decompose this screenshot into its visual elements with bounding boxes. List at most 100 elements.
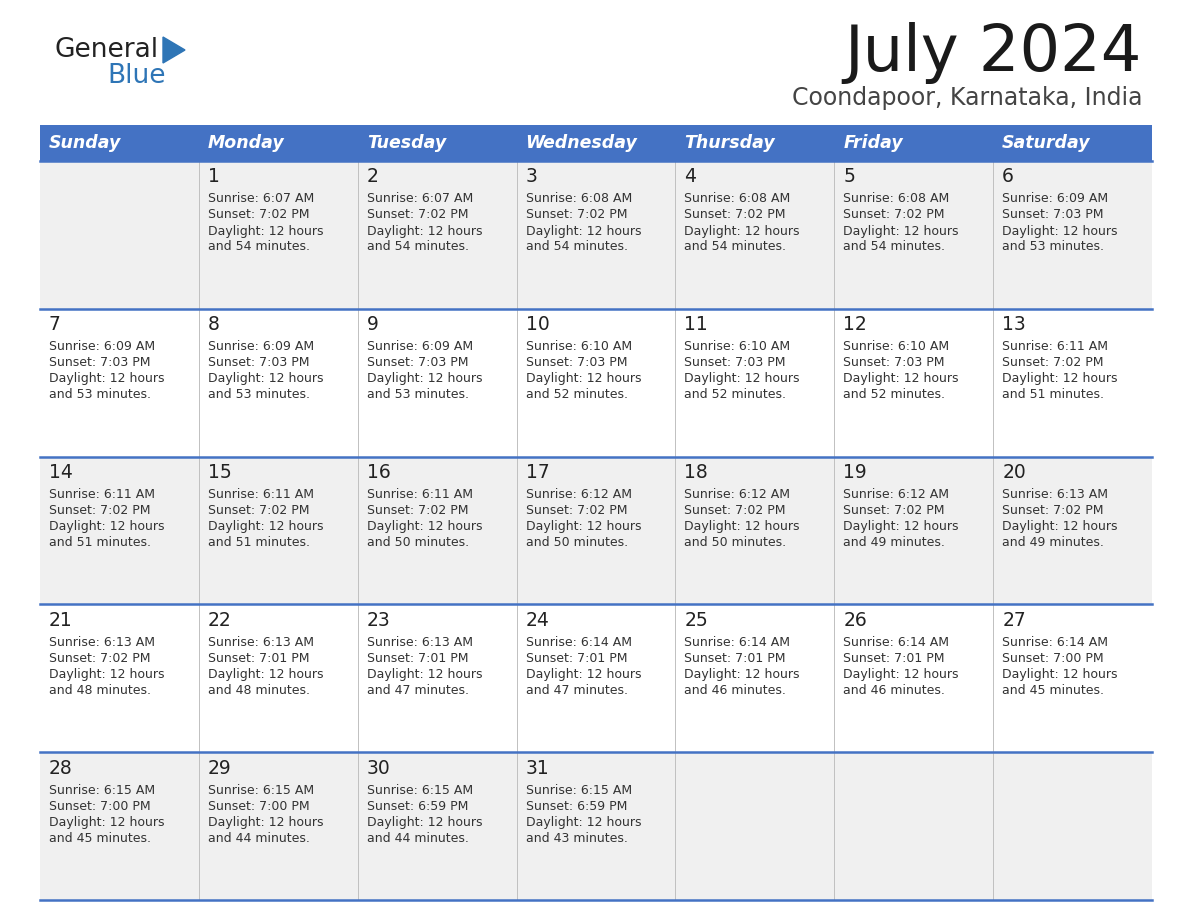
Bar — [40, 161, 1152, 308]
Text: Sunset: 7:00 PM: Sunset: 7:00 PM — [1003, 652, 1104, 665]
Text: and 54 minutes.: and 54 minutes. — [684, 241, 786, 253]
Text: 3: 3 — [525, 167, 537, 186]
Text: Daylight: 12 hours: Daylight: 12 hours — [1003, 668, 1118, 681]
Text: Sunset: 7:03 PM: Sunset: 7:03 PM — [208, 356, 309, 369]
Text: 6: 6 — [1003, 167, 1015, 186]
Text: Sunrise: 6:14 AM: Sunrise: 6:14 AM — [843, 636, 949, 649]
Polygon shape — [163, 37, 185, 63]
Text: Sunset: 7:02 PM: Sunset: 7:02 PM — [208, 504, 309, 517]
Text: Sunset: 7:00 PM: Sunset: 7:00 PM — [208, 800, 310, 812]
Text: Sunrise: 6:08 AM: Sunrise: 6:08 AM — [525, 193, 632, 206]
Text: Sunrise: 6:14 AM: Sunrise: 6:14 AM — [684, 636, 790, 649]
Text: 26: 26 — [843, 610, 867, 630]
Text: Sunset: 7:02 PM: Sunset: 7:02 PM — [525, 504, 627, 517]
Text: and 43 minutes.: and 43 minutes. — [525, 832, 627, 845]
Text: 27: 27 — [1003, 610, 1026, 630]
Bar — [40, 125, 1152, 161]
Text: 31: 31 — [525, 758, 549, 778]
Text: Thursday: Thursday — [684, 134, 776, 152]
Text: Daylight: 12 hours: Daylight: 12 hours — [208, 373, 323, 386]
Text: Daylight: 12 hours: Daylight: 12 hours — [367, 373, 482, 386]
Text: Sunset: 7:02 PM: Sunset: 7:02 PM — [367, 504, 468, 517]
Text: 17: 17 — [525, 463, 549, 482]
Text: 22: 22 — [208, 610, 232, 630]
Text: 2: 2 — [367, 167, 379, 186]
Text: Daylight: 12 hours: Daylight: 12 hours — [208, 668, 323, 681]
Text: and 47 minutes.: and 47 minutes. — [525, 684, 627, 697]
Text: Sunset: 7:01 PM: Sunset: 7:01 PM — [367, 652, 468, 665]
Text: Sunset: 7:03 PM: Sunset: 7:03 PM — [843, 356, 944, 369]
Text: and 52 minutes.: and 52 minutes. — [684, 388, 786, 401]
Text: Sunrise: 6:09 AM: Sunrise: 6:09 AM — [367, 341, 473, 353]
Text: Sunset: 7:02 PM: Sunset: 7:02 PM — [367, 208, 468, 221]
Text: Sunrise: 6:12 AM: Sunrise: 6:12 AM — [843, 488, 949, 501]
Text: Sunset: 6:59 PM: Sunset: 6:59 PM — [525, 800, 627, 812]
Text: Monday: Monday — [208, 134, 285, 152]
Text: Daylight: 12 hours: Daylight: 12 hours — [525, 668, 642, 681]
Text: Daylight: 12 hours: Daylight: 12 hours — [843, 668, 959, 681]
Text: 16: 16 — [367, 463, 391, 482]
Text: 29: 29 — [208, 758, 232, 778]
Text: 30: 30 — [367, 758, 391, 778]
Text: Daylight: 12 hours: Daylight: 12 hours — [367, 225, 482, 238]
Text: Sunrise: 6:12 AM: Sunrise: 6:12 AM — [525, 488, 632, 501]
Text: Sunrise: 6:11 AM: Sunrise: 6:11 AM — [1003, 341, 1108, 353]
Text: Sunset: 7:02 PM: Sunset: 7:02 PM — [684, 208, 786, 221]
Text: Daylight: 12 hours: Daylight: 12 hours — [684, 668, 800, 681]
Text: Blue: Blue — [107, 63, 165, 89]
Bar — [40, 752, 1152, 900]
Text: Sunrise: 6:08 AM: Sunrise: 6:08 AM — [684, 193, 791, 206]
Text: Sunrise: 6:15 AM: Sunrise: 6:15 AM — [208, 784, 314, 797]
Text: 25: 25 — [684, 610, 708, 630]
Text: Sunday: Sunday — [49, 134, 121, 152]
Text: 12: 12 — [843, 315, 867, 334]
Text: Daylight: 12 hours: Daylight: 12 hours — [684, 521, 800, 533]
Text: 20: 20 — [1003, 463, 1026, 482]
Text: and 46 minutes.: and 46 minutes. — [684, 684, 786, 697]
Text: 4: 4 — [684, 167, 696, 186]
Text: Sunset: 7:02 PM: Sunset: 7:02 PM — [1003, 504, 1104, 517]
Text: Friday: Friday — [843, 134, 903, 152]
Text: Sunrise: 6:09 AM: Sunrise: 6:09 AM — [208, 341, 314, 353]
Text: and 52 minutes.: and 52 minutes. — [525, 388, 627, 401]
Text: Daylight: 12 hours: Daylight: 12 hours — [208, 521, 323, 533]
Text: 18: 18 — [684, 463, 708, 482]
Text: Sunrise: 6:09 AM: Sunrise: 6:09 AM — [1003, 193, 1108, 206]
Text: Sunset: 7:03 PM: Sunset: 7:03 PM — [49, 356, 151, 369]
Text: Sunrise: 6:14 AM: Sunrise: 6:14 AM — [525, 636, 632, 649]
Text: and 50 minutes.: and 50 minutes. — [525, 536, 627, 549]
Text: July 2024: July 2024 — [845, 22, 1142, 84]
Bar — [40, 604, 1152, 752]
Text: Sunset: 7:02 PM: Sunset: 7:02 PM — [684, 504, 786, 517]
Bar — [40, 308, 1152, 456]
Text: Daylight: 12 hours: Daylight: 12 hours — [367, 668, 482, 681]
Text: 14: 14 — [49, 463, 72, 482]
Text: 11: 11 — [684, 315, 708, 334]
Text: Sunset: 7:03 PM: Sunset: 7:03 PM — [525, 356, 627, 369]
Text: Daylight: 12 hours: Daylight: 12 hours — [49, 668, 164, 681]
Text: 7: 7 — [49, 315, 61, 334]
Text: Sunrise: 6:07 AM: Sunrise: 6:07 AM — [208, 193, 314, 206]
Text: and 53 minutes.: and 53 minutes. — [49, 388, 151, 401]
Text: 21: 21 — [49, 610, 72, 630]
Text: Sunset: 7:03 PM: Sunset: 7:03 PM — [367, 356, 468, 369]
Text: and 47 minutes.: and 47 minutes. — [367, 684, 469, 697]
Text: Sunrise: 6:11 AM: Sunrise: 6:11 AM — [49, 488, 154, 501]
Text: and 48 minutes.: and 48 minutes. — [208, 684, 310, 697]
Text: Sunrise: 6:10 AM: Sunrise: 6:10 AM — [684, 341, 790, 353]
Text: Daylight: 12 hours: Daylight: 12 hours — [208, 225, 323, 238]
Text: Saturday: Saturday — [1003, 134, 1091, 152]
Text: Daylight: 12 hours: Daylight: 12 hours — [49, 816, 164, 829]
Text: Sunset: 7:01 PM: Sunset: 7:01 PM — [684, 652, 786, 665]
Text: 24: 24 — [525, 610, 549, 630]
Text: 10: 10 — [525, 315, 549, 334]
Text: Daylight: 12 hours: Daylight: 12 hours — [684, 225, 800, 238]
Text: Sunrise: 6:13 AM: Sunrise: 6:13 AM — [1003, 488, 1108, 501]
Text: Daylight: 12 hours: Daylight: 12 hours — [843, 521, 959, 533]
Text: Daylight: 12 hours: Daylight: 12 hours — [525, 373, 642, 386]
Text: Sunset: 7:01 PM: Sunset: 7:01 PM — [525, 652, 627, 665]
Text: 9: 9 — [367, 315, 379, 334]
Text: Sunset: 7:02 PM: Sunset: 7:02 PM — [843, 208, 944, 221]
Text: Sunset: 7:02 PM: Sunset: 7:02 PM — [49, 652, 151, 665]
Text: Sunrise: 6:15 AM: Sunrise: 6:15 AM — [525, 784, 632, 797]
